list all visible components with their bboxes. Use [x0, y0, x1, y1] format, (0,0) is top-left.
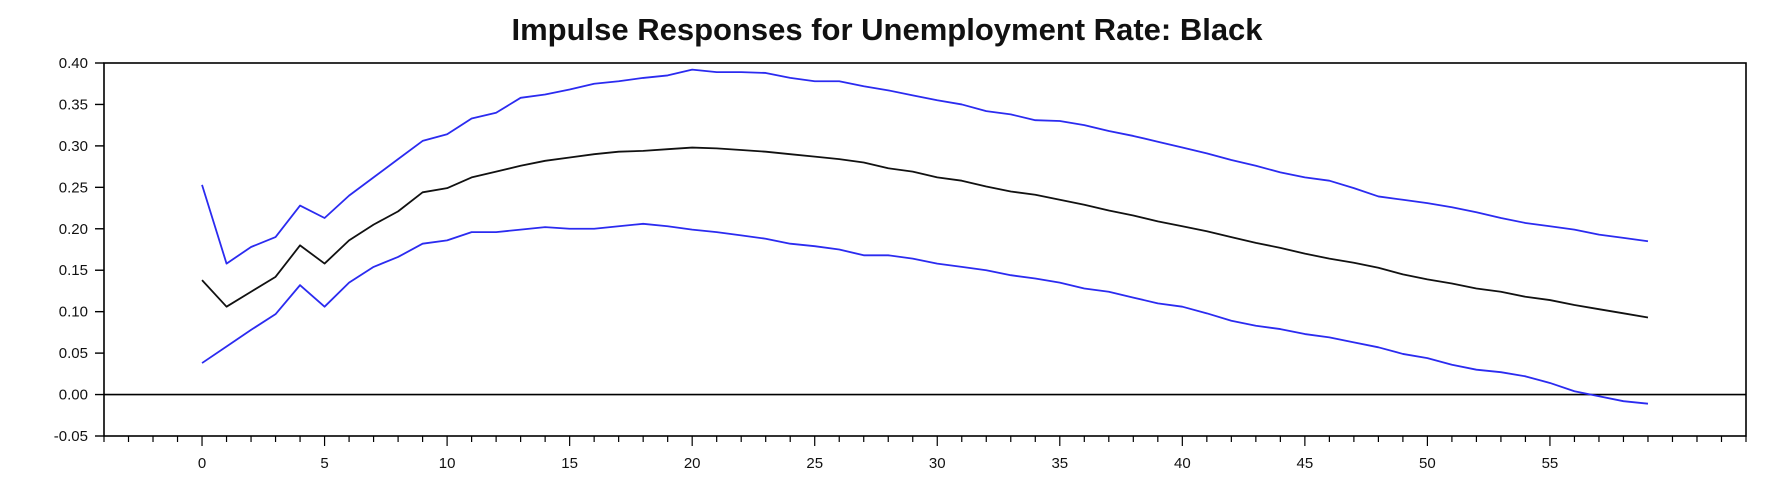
y-tick-label: 0.05	[59, 345, 88, 362]
x-tick-label: 25	[806, 455, 823, 472]
y-tick-label: 0.40	[59, 55, 88, 72]
y-tick-label: 0.20	[59, 221, 88, 238]
x-tick-label: 30	[929, 455, 946, 472]
impulse-response-line	[201, 146, 1649, 319]
x-tick-label: 10	[439, 455, 456, 472]
series-layer	[201, 68, 1649, 405]
x-axis: 0 5 10 15 20 25 30 35 40 45 50 55	[103, 436, 1747, 472]
x-tick-label: 40	[1174, 455, 1191, 472]
x-tick-label: 15	[561, 455, 578, 472]
x-tick-label: 0	[198, 455, 206, 472]
x-tick-label: 45	[1297, 455, 1314, 472]
upper-band-line	[201, 68, 1649, 265]
y-tick-label: 0.30	[59, 138, 88, 155]
y-tick-label: -0.05	[54, 428, 88, 445]
chart-title: Impulse Responses for Unemployment Rate:…	[511, 12, 1263, 47]
y-tick-label: 0.35	[59, 96, 88, 113]
y-axis: -0.05 0.00 0.05 0.10 0.15 0.20 0.25 0.30 0.35 0.4…	[54, 55, 104, 445]
plot-frame	[103, 62, 1747, 437]
y-tick-label: 0.00	[59, 387, 88, 404]
y-tick-label: 0.15	[59, 262, 88, 279]
y-tick-label: 0.25	[59, 179, 88, 196]
x-tick-label: 35	[1051, 455, 1068, 472]
x-tick-label: 20	[684, 455, 701, 472]
y-tick-label: 0.10	[59, 304, 88, 321]
lower-band-line	[201, 222, 1649, 405]
x-tick-label: 5	[320, 455, 328, 472]
x-tick-label: 50	[1419, 455, 1436, 472]
x-tick-label: 55	[1542, 455, 1559, 472]
